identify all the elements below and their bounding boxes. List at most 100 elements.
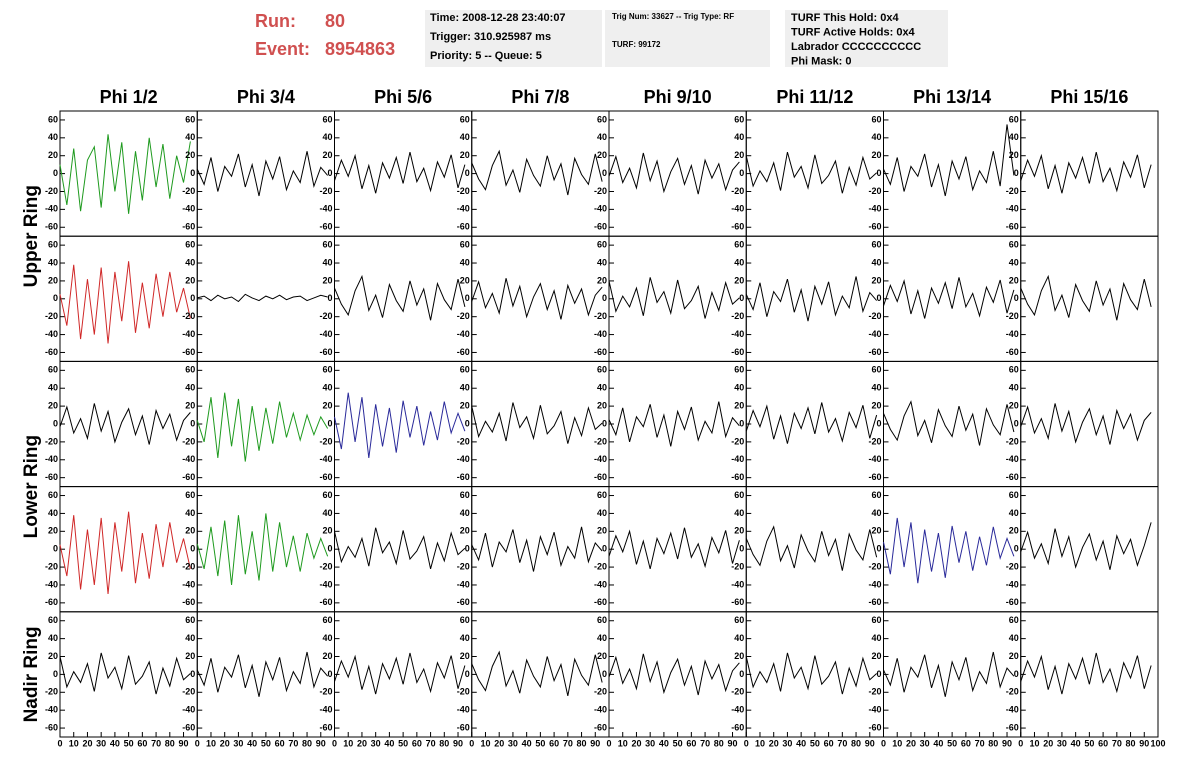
waveform bbox=[608, 653, 740, 696]
waveform bbox=[883, 400, 1015, 446]
x-tick-label: 90 bbox=[728, 738, 738, 748]
waveform bbox=[471, 650, 603, 696]
y-tick-label: 20 bbox=[871, 275, 881, 285]
waveform bbox=[196, 392, 329, 462]
x-tick-label: 0 bbox=[195, 738, 200, 748]
x-tick-label: 30 bbox=[1057, 738, 1067, 748]
y-tick-label: -60 bbox=[45, 347, 58, 357]
y-tick-label: -60 bbox=[45, 597, 58, 607]
y-tick-label: -40 bbox=[45, 454, 58, 464]
x-tick-label: 20 bbox=[1043, 738, 1053, 748]
y-tick-label: -40 bbox=[182, 579, 195, 589]
y-tick-label: -40 bbox=[594, 579, 607, 589]
y-tick-label: -40 bbox=[319, 579, 332, 589]
column-header: Phi 7/8 bbox=[511, 87, 569, 107]
y-tick-label: 0 bbox=[190, 669, 195, 679]
waveform bbox=[334, 652, 466, 695]
column-header: Phi 11/12 bbox=[776, 87, 853, 107]
info-line: Priority: 5 -- Queue: 5 bbox=[430, 50, 542, 62]
x-tick-label: 100 bbox=[1150, 738, 1165, 748]
y-tick-label: -20 bbox=[45, 436, 58, 446]
y-tick-label: 20 bbox=[1009, 150, 1019, 160]
waveform bbox=[334, 152, 466, 194]
y-tick-label: 0 bbox=[190, 168, 195, 178]
y-tick-label: 20 bbox=[48, 150, 58, 160]
y-tick-label: 60 bbox=[1009, 365, 1019, 375]
y-tick-label: 60 bbox=[734, 240, 744, 250]
y-tick-label: 20 bbox=[597, 526, 607, 536]
y-tick-label: 40 bbox=[322, 383, 332, 393]
y-tick-label: -40 bbox=[319, 454, 332, 464]
x-tick-label: 50 bbox=[810, 738, 820, 748]
y-tick-label: 0 bbox=[53, 168, 58, 178]
y-tick-label: 0 bbox=[602, 418, 607, 428]
x-tick-label: 70 bbox=[700, 738, 710, 748]
y-tick-label: 20 bbox=[597, 150, 607, 160]
y-tick-label: 40 bbox=[1009, 633, 1019, 643]
x-tick-label: 80 bbox=[302, 738, 312, 748]
y-tick-label: -40 bbox=[319, 329, 332, 339]
x-tick-label: 10 bbox=[343, 738, 353, 748]
y-tick-label: 60 bbox=[460, 490, 470, 500]
y-tick-label: 60 bbox=[597, 615, 607, 625]
x-tick-label: 0 bbox=[332, 738, 337, 748]
waveform bbox=[883, 277, 1015, 319]
y-tick-label: -20 bbox=[457, 561, 470, 571]
x-tick-label: 80 bbox=[1126, 738, 1136, 748]
y-tick-label: 40 bbox=[597, 132, 607, 142]
x-tick-label: 40 bbox=[110, 738, 120, 748]
info-box bbox=[785, 10, 948, 67]
y-tick-label: -20 bbox=[731, 561, 744, 571]
x-tick-label: 90 bbox=[179, 738, 189, 748]
y-tick-label: 60 bbox=[460, 615, 470, 625]
y-tick-label: -60 bbox=[868, 722, 881, 732]
y-tick-label: 40 bbox=[871, 508, 881, 518]
y-tick-label: 40 bbox=[48, 132, 58, 142]
y-tick-label: -20 bbox=[594, 561, 607, 571]
info-line: TURF This Hold: 0x4 bbox=[791, 12, 899, 24]
y-tick-label: 60 bbox=[185, 490, 195, 500]
y-tick-label: 40 bbox=[185, 257, 195, 267]
panel-frame bbox=[883, 360, 1022, 488]
waveform bbox=[59, 134, 191, 214]
x-tick-label: 70 bbox=[151, 738, 161, 748]
event-number: 8954863 bbox=[325, 39, 395, 59]
y-tick-label: -20 bbox=[868, 186, 881, 196]
x-tick-label: 60 bbox=[1098, 738, 1108, 748]
y-tick-label: -60 bbox=[457, 222, 470, 232]
panel-frame bbox=[608, 611, 747, 738]
y-tick-label: -60 bbox=[594, 722, 607, 732]
x-tick-label: 60 bbox=[549, 738, 559, 748]
x-tick-label: 40 bbox=[933, 738, 943, 748]
waveform bbox=[745, 276, 878, 322]
y-tick-label: 0 bbox=[739, 418, 744, 428]
y-tick-label: -60 bbox=[457, 722, 470, 732]
y-tick-label: -40 bbox=[731, 705, 744, 715]
y-tick-label: 40 bbox=[460, 383, 470, 393]
waveform bbox=[745, 402, 878, 444]
y-tick-label: -60 bbox=[182, 347, 195, 357]
y-tick-label: -20 bbox=[319, 186, 332, 196]
y-tick-label: -60 bbox=[319, 222, 332, 232]
y-tick-label: -40 bbox=[182, 454, 195, 464]
waveform bbox=[59, 403, 191, 445]
y-tick-label: 60 bbox=[734, 615, 744, 625]
y-tick-label: 20 bbox=[734, 526, 744, 536]
x-tick-label: 60 bbox=[137, 738, 147, 748]
waveform bbox=[334, 392, 466, 459]
x-tick-label: 30 bbox=[920, 738, 930, 748]
y-tick-label: 40 bbox=[322, 132, 332, 142]
y-tick-label: 20 bbox=[734, 275, 744, 285]
x-tick-label: 30 bbox=[96, 738, 106, 748]
panel-frame bbox=[1020, 360, 1159, 488]
panel-frame bbox=[745, 110, 884, 237]
panel-frame bbox=[471, 611, 610, 738]
x-tick-label: 60 bbox=[275, 738, 285, 748]
y-tick-label: -60 bbox=[1006, 722, 1019, 732]
panel-frame bbox=[196, 110, 335, 237]
x-tick-label: 70 bbox=[1112, 738, 1122, 748]
ring-label: Nadir Ring bbox=[21, 626, 42, 722]
x-tick-label: 0 bbox=[1018, 738, 1023, 748]
y-tick-label: 20 bbox=[460, 526, 470, 536]
